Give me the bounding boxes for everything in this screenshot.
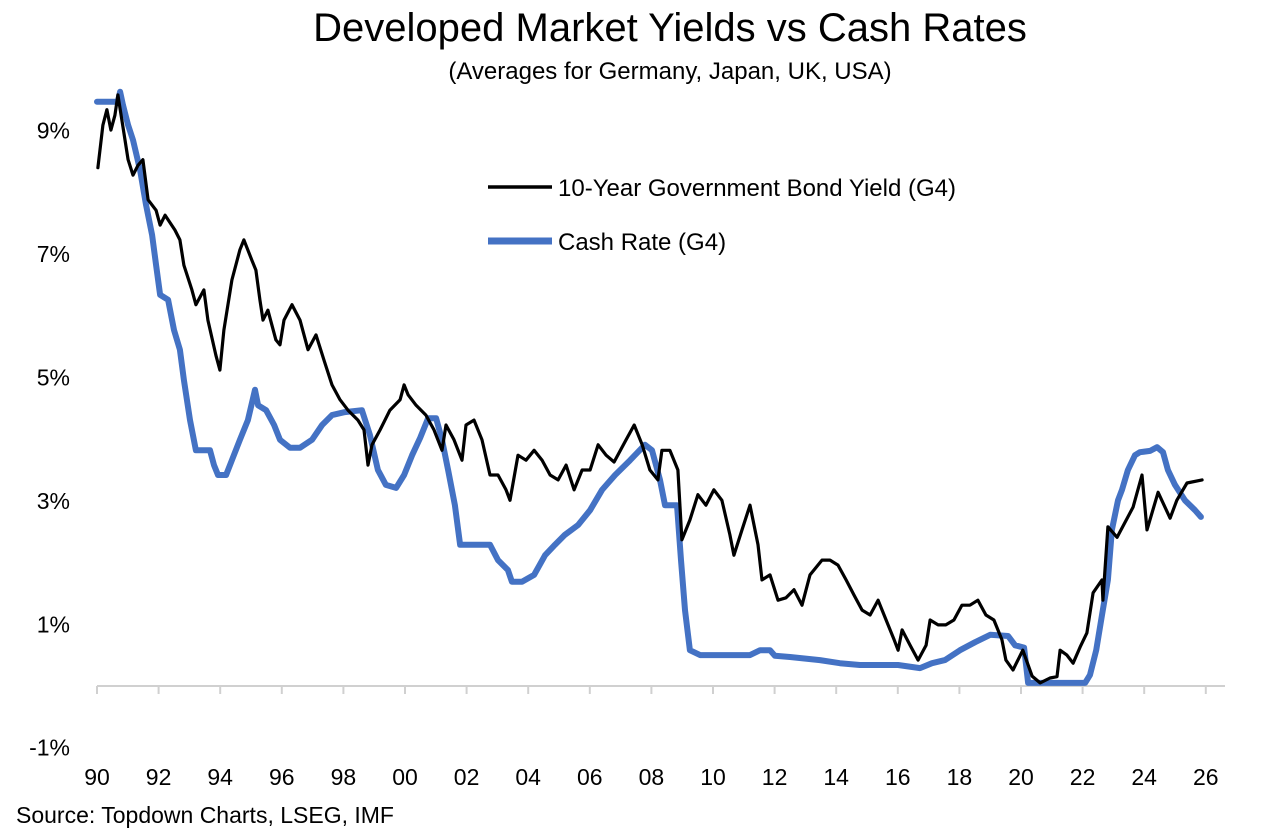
source-note: Source: Topdown Charts, LSEG, IMF <box>16 802 394 828</box>
x-tick-label: 98 <box>331 764 357 790</box>
chart-title: Developed Market Yields vs Cash Rates <box>313 6 1027 50</box>
legend: 10-Year Government Bond Yield (G4) Cash … <box>488 175 956 256</box>
x-tick-label: 20 <box>1008 764 1034 790</box>
x-tick-label: 10 <box>700 764 726 790</box>
x-tick-label: 22 <box>1070 764 1096 790</box>
x-tick-label: 18 <box>947 764 973 790</box>
y-tick-label: 9% <box>37 118 70 144</box>
x-tick-label: 02 <box>454 764 480 790</box>
x-tick-label: 04 <box>515 764 541 790</box>
x-tick-label: 12 <box>762 764 788 790</box>
x-tick-label: 08 <box>639 764 665 790</box>
x-tick-label: 96 <box>269 764 295 790</box>
x-tick-label: 06 <box>577 764 603 790</box>
legend-label-yield: 10-Year Government Bond Yield (G4) <box>558 175 956 202</box>
x-tick-label: 90 <box>84 764 110 790</box>
y-tick-label: 7% <box>37 241 70 267</box>
y-tick-label: 1% <box>37 611 70 637</box>
y-tick-label: 3% <box>37 488 70 514</box>
x-tick-label: 92 <box>146 764 172 790</box>
x-tick-label: 00 <box>392 764 418 790</box>
series-line-bond-yield <box>96 93 1204 685</box>
series-line-cash-rate <box>94 88 1204 686</box>
y-tick-label: -1% <box>29 735 70 761</box>
legend-label-cash: Cash Rate (G4) <box>558 229 726 256</box>
x-tick-label: 24 <box>1131 764 1157 790</box>
x-tick-label: 16 <box>885 764 911 790</box>
x-tick-label: 14 <box>823 764 849 790</box>
chart-subtitle: (Averages for Germany, Japan, UK, USA) <box>448 58 892 85</box>
x-tick-label: 94 <box>207 764 233 790</box>
x-tick-label: 26 <box>1193 764 1219 790</box>
y-tick-label: 5% <box>37 365 70 391</box>
